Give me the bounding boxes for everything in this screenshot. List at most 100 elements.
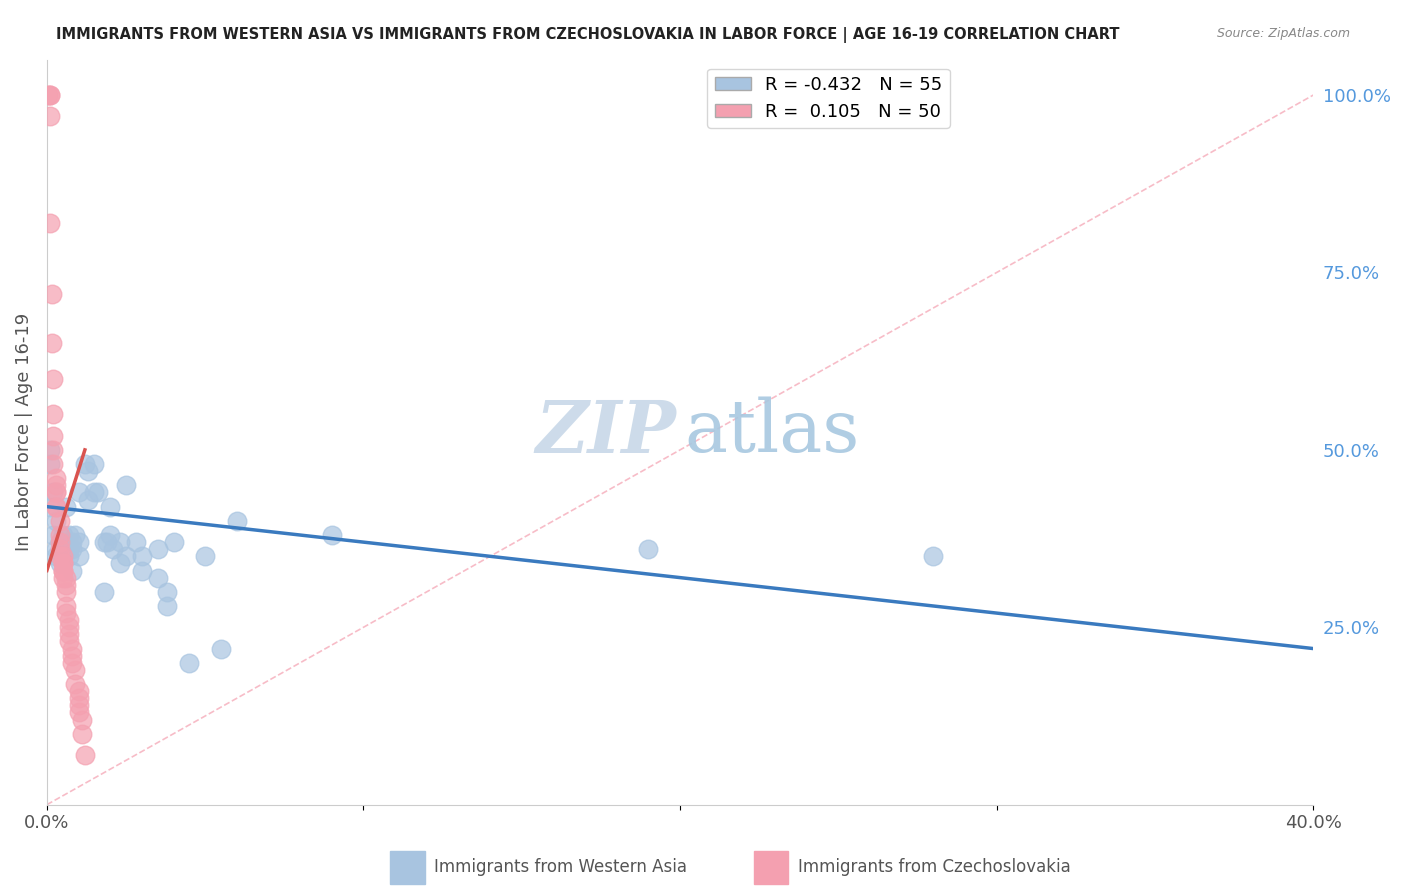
Point — [42, 528, 65, 542]
Point — [108, 535, 131, 549]
Point — [58, 542, 80, 557]
Point — [225, 514, 247, 528]
Point — [83, 485, 105, 500]
Point — [48, 535, 70, 549]
Point — [65, 528, 87, 542]
Point — [58, 634, 80, 648]
Point — [58, 627, 80, 641]
Point — [55, 542, 77, 557]
Text: atlas: atlas — [683, 397, 859, 467]
Point — [41, 286, 63, 301]
Point — [42, 428, 65, 442]
Point — [52, 564, 75, 578]
Point — [70, 713, 93, 727]
Point — [42, 485, 65, 500]
Point — [156, 599, 179, 613]
Point — [637, 542, 659, 557]
Point — [131, 564, 153, 578]
Point — [65, 677, 87, 691]
Text: Source: ZipAtlas.com: Source: ZipAtlas.com — [1216, 27, 1350, 40]
Point — [37, 88, 59, 103]
Point — [55, 577, 77, 591]
Point — [41, 336, 63, 351]
Point — [73, 747, 96, 762]
Point — [60, 542, 83, 557]
Point — [98, 500, 121, 514]
Point — [60, 641, 83, 656]
Point — [86, 485, 108, 500]
Text: Immigrants from Western Asia: Immigrants from Western Asia — [434, 858, 688, 877]
Point — [52, 564, 75, 578]
Text: IMMIGRANTS FROM WESTERN ASIA VS IMMIGRANTS FROM CZECHOSLOVAKIA IN LABOR FORCE | : IMMIGRANTS FROM WESTERN ASIA VS IMMIGRAN… — [56, 27, 1119, 43]
Point — [321, 528, 343, 542]
Point — [131, 549, 153, 564]
Point — [45, 485, 67, 500]
Point — [42, 372, 65, 386]
Point — [39, 109, 62, 123]
Text: Immigrants from Czechoslovakia: Immigrants from Czechoslovakia — [797, 858, 1070, 877]
Point — [93, 535, 115, 549]
Point — [42, 457, 65, 471]
Point — [209, 641, 232, 656]
Point — [39, 88, 62, 103]
Point — [42, 442, 65, 457]
Point — [67, 535, 90, 549]
Point — [67, 684, 90, 698]
Point — [39, 442, 62, 457]
Point — [67, 549, 90, 564]
Point — [58, 620, 80, 634]
Point — [58, 549, 80, 564]
Point — [39, 216, 62, 230]
Point — [146, 571, 169, 585]
Point — [45, 542, 67, 557]
Point — [83, 457, 105, 471]
Point — [39, 457, 62, 471]
Point — [48, 528, 70, 542]
Point — [60, 648, 83, 663]
Point — [45, 478, 67, 492]
Point — [48, 542, 70, 557]
Point — [58, 613, 80, 627]
Point — [115, 549, 138, 564]
Point — [96, 535, 118, 549]
Point — [55, 606, 77, 620]
Point — [65, 663, 87, 677]
Point — [48, 549, 70, 564]
Point — [162, 535, 184, 549]
Point — [52, 557, 75, 571]
Point — [55, 599, 77, 613]
Point — [60, 535, 83, 549]
Point — [48, 514, 70, 528]
Point — [52, 571, 75, 585]
Point — [45, 471, 67, 485]
Point — [98, 528, 121, 542]
Point — [45, 549, 67, 564]
Point — [67, 691, 90, 706]
Point — [58, 528, 80, 542]
Point — [124, 535, 146, 549]
Point — [48, 535, 70, 549]
Point — [42, 408, 65, 422]
Point — [45, 485, 67, 500]
Bar — [391, 851, 425, 883]
Point — [52, 557, 75, 571]
Point — [73, 457, 96, 471]
Point — [115, 478, 138, 492]
Point — [48, 557, 70, 571]
Point — [45, 500, 67, 514]
Point — [77, 492, 100, 507]
Point — [67, 706, 90, 720]
Point — [55, 584, 77, 599]
Bar — [754, 851, 789, 883]
Point — [922, 549, 945, 564]
Point — [45, 500, 67, 514]
Point — [52, 549, 75, 564]
Point — [93, 584, 115, 599]
Point — [77, 464, 100, 478]
Point — [60, 564, 83, 578]
Point — [70, 727, 93, 741]
Point — [67, 698, 90, 713]
Point — [67, 485, 90, 500]
Point — [103, 542, 125, 557]
Point — [55, 500, 77, 514]
